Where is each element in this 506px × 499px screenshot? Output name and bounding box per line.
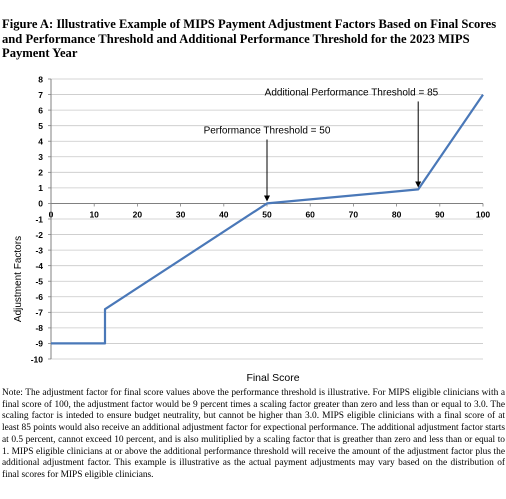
y-tick-label: 7: [38, 90, 43, 100]
y-tick-label: -1: [35, 214, 43, 224]
figure-title: Figure A: Illustrative Example of MIPS P…: [2, 17, 497, 61]
y-tick-label: 5: [38, 121, 43, 131]
y-tick-label: -2: [35, 230, 43, 240]
annotation-label: Additional Performance Threshold = 85: [265, 87, 439, 98]
x-tick-label: 50: [262, 209, 272, 219]
annotation-arrowhead: [415, 181, 422, 188]
series-group: [51, 93, 484, 345]
x-tick-label: 40: [219, 209, 229, 219]
y-tick-label: -9: [35, 339, 43, 349]
annotation-arrowhead: [264, 195, 270, 202]
y-tick-label: -6: [35, 292, 43, 302]
y-tick-label: 4: [38, 137, 43, 147]
y-tick-label: -3: [35, 245, 43, 255]
x-axis-label: Final Score: [246, 372, 299, 384]
y-tick-label: -4: [35, 261, 43, 271]
x-tick-label: 90: [435, 209, 445, 219]
x-tick-label: 10: [89, 209, 99, 219]
x-tick-label: 100: [476, 209, 490, 219]
y-tick-label: 1: [38, 183, 43, 193]
y-tick-label: -8: [35, 323, 43, 333]
y-tick-label: 6: [38, 105, 43, 115]
series-line: [51, 93, 484, 345]
y-tick-label: -5: [35, 277, 43, 287]
y-tick-label: -7: [35, 308, 43, 318]
note-label: Note:: [2, 388, 23, 398]
note-text: The adjustment factor for final score va…: [2, 388, 505, 480]
figure-note: Note: The adjustment factor for final sc…: [2, 388, 505, 482]
y-tick-label: 2: [38, 168, 43, 178]
x-tick-label: 80: [392, 209, 402, 219]
line-chart: 8 7 6 5 4 3 2 1 0 -1 -2 -3 -4 -5 -6 -7 -8 -9 -10 0 10 20 30 40…: [13, 74, 491, 384]
annotation-label: Performance Threshold = 50: [204, 125, 331, 136]
y-tick-label: 3: [38, 152, 43, 162]
y-tick-label: 8: [38, 74, 43, 84]
x-tick-label: 60: [305, 209, 315, 219]
y-tick-label: -10: [31, 354, 44, 364]
x-tick-label: 20: [133, 209, 143, 219]
annotations: Performance Threshold = 50 Additional Per…: [204, 87, 439, 202]
y-axis-label: Adjustment Factors: [13, 236, 24, 322]
y-tick-labels: 8 7 6 5 4 3 2 1 0 -1 -2 -3 -4 -5 -6 -7 -8 -9 -10: [31, 74, 44, 364]
x-tick-label: 30: [176, 209, 186, 219]
y-tick-label: 0: [38, 199, 43, 209]
x-tick-label: 70: [349, 209, 359, 219]
